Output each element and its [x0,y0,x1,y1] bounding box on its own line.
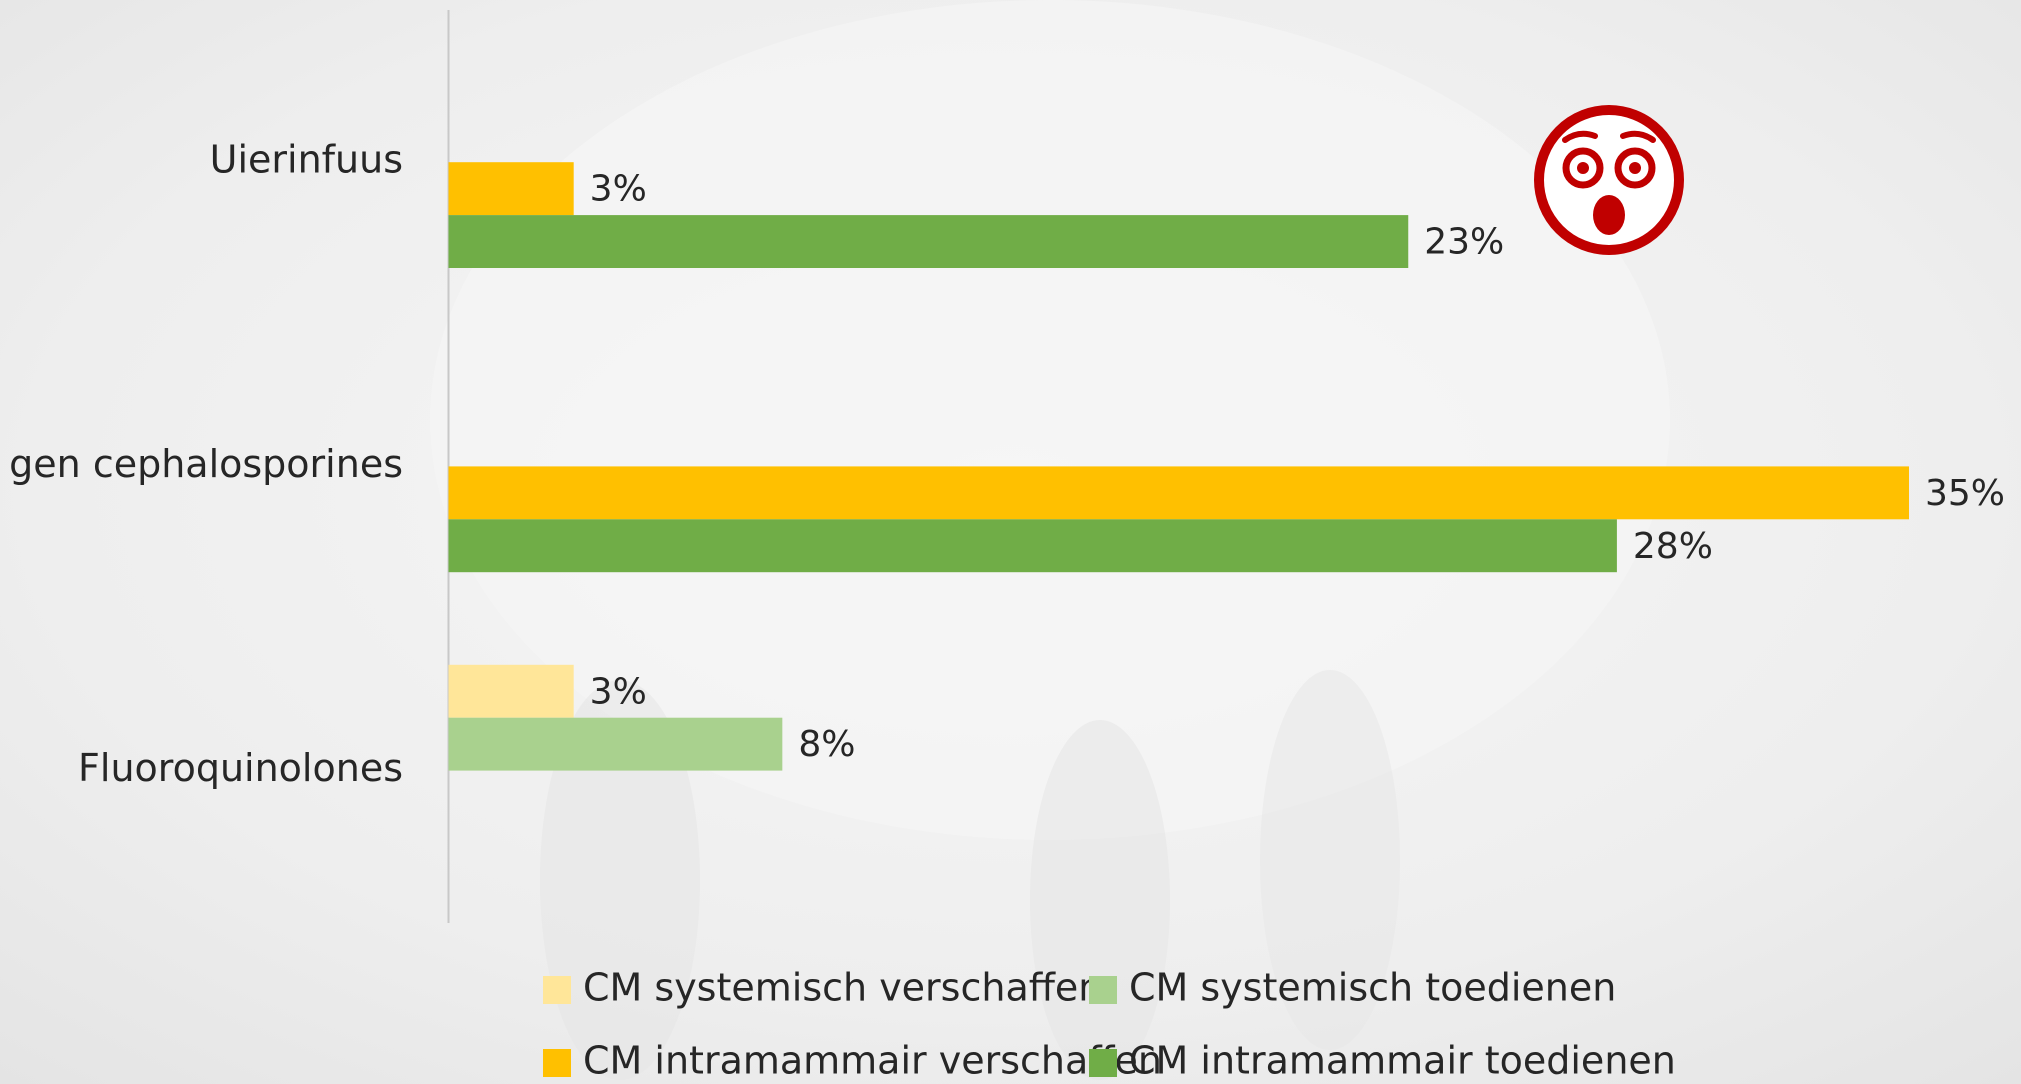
value-label: 3% [590,671,647,712]
legend-swatch [543,1049,571,1077]
category-label: 4e gen cephalosporines [0,442,403,486]
legend-swatch [1089,976,1117,1004]
legend-label: CM intramammair verschaffen [583,1039,1162,1083]
bar [449,466,1910,519]
value-label: 28% [1633,526,1713,567]
value-label: 35% [1925,473,2005,514]
legend-label: CM systemisch toedienen [1129,966,1616,1010]
legend-swatch [543,976,571,1004]
category-label: Uierinfuus [210,138,403,182]
chart: Uierinfuus 4e gen cephalosporines Fluoroqu… [0,0,2021,1084]
category-label: Fluoroquinolones [78,746,403,790]
value-label: 23% [1424,222,1504,263]
page: Uierinfuus 4e gen cephalosporines Fluoroqu… [0,0,2021,1084]
legend-label: CM systemisch verschaffen [583,966,1102,1010]
legend-label: CM intramammair toedienen [1129,1039,1676,1083]
emoji-icon [1539,110,1679,250]
bar [449,162,574,215]
background-shape [1030,720,1170,1080]
bar [449,215,1409,268]
value-label: 8% [798,724,855,765]
value-label: 3% [590,169,647,210]
legend-swatch [1089,1049,1117,1077]
bar [449,665,574,718]
bar [449,718,783,771]
bar [449,519,1617,572]
